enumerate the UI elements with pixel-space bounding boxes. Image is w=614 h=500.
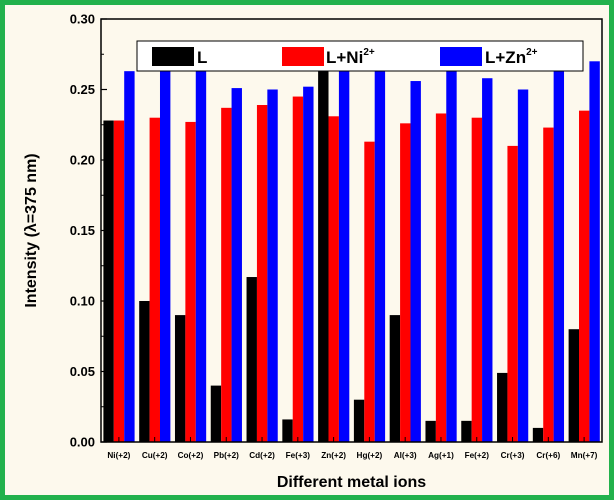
x-tick-label: Al(+3) <box>394 451 417 460</box>
bar-2-2 <box>149 117 160 442</box>
bar-1-8 <box>353 399 365 442</box>
bar-1-4 <box>210 385 222 442</box>
x-tick-label: Ni(+2) <box>107 451 130 460</box>
x-tick-label: Cd(+2) <box>249 451 275 460</box>
x-tick-label: Ag(+1) <box>428 451 454 460</box>
legend-swatch-3 <box>440 47 482 66</box>
bar-2-6 <box>292 96 304 443</box>
legend-box <box>136 40 584 72</box>
bar-2-3 <box>185 121 196 443</box>
x-axis-ticks: Ni(+2) Cu(+2) Co(+2) Pb(+2) Cd(+2) Fe(+3) Zn(+… <box>107 437 598 460</box>
bar-3-6 <box>303 86 314 443</box>
bar-2-14 <box>579 110 590 443</box>
bar-3-5 <box>267 89 278 442</box>
bar-3-11 <box>482 78 493 442</box>
bar-2-11 <box>471 117 483 442</box>
bar-3-13 <box>553 47 565 442</box>
x-tick-label: Cr(+3) <box>501 451 525 460</box>
bar-3-8 <box>374 71 386 443</box>
legend: L L+Ni2+ L+Zn2+ <box>136 40 584 72</box>
bar-3-4 <box>231 88 242 442</box>
bar-1-5 <box>246 277 257 442</box>
x-axis-title: Different metal ions <box>277 474 426 491</box>
legend-label-3: L+Zn2+ <box>485 47 538 67</box>
bars-group <box>103 47 600 443</box>
bar-1-3 <box>174 315 186 442</box>
y-tick-label: 0.30 <box>70 12 95 27</box>
bar-1-14 <box>568 329 580 442</box>
x-tick-label: Pb(+2) <box>214 451 240 460</box>
bar-1-12 <box>497 372 508 442</box>
legend-swatch-2 <box>282 47 324 66</box>
bar-1-13 <box>532 427 544 442</box>
x-tick-label: Mn(+7) <box>571 451 598 460</box>
y-axis-ticks: 0.00 0.05 0.10 0.15 0.20 0.25 0.30 <box>70 12 107 450</box>
bar-3-9 <box>410 81 421 442</box>
y-tick-label: 0.15 <box>70 223 95 238</box>
bar-3-7 <box>338 71 350 443</box>
bar-1-1 <box>103 120 114 443</box>
bar-2-12 <box>507 145 518 442</box>
bar-1-9 <box>389 315 401 442</box>
bar-1-6 <box>282 419 293 442</box>
bar-1-11 <box>461 420 472 442</box>
x-tick-label: Fe(+2) <box>465 451 490 460</box>
y-tick-label: 0.25 <box>70 82 95 97</box>
x-tick-label: Co(+2) <box>178 451 204 460</box>
bar-3-10 <box>446 71 457 443</box>
plot-area-border <box>100 18 603 443</box>
bar-3-12 <box>517 89 529 442</box>
x-tick-label: Zn(+2) <box>321 451 346 460</box>
y-tick-label: 0.20 <box>70 153 95 168</box>
bar-3-14 <box>589 61 600 443</box>
y-tick-label: 0.10 <box>70 294 95 309</box>
bar-1-7 <box>318 71 329 443</box>
x-tick-label: Fe(+3) <box>286 451 311 460</box>
bar-2-5 <box>256 105 268 442</box>
bar-2-10 <box>435 113 447 442</box>
legend-label-2: L+Ni2+ <box>326 47 375 67</box>
legend-label-1: L <box>197 48 207 67</box>
bar-3-1 <box>124 71 135 443</box>
x-tick-label: Cu(+2) <box>142 451 168 460</box>
y-tick-label: 0.05 <box>70 364 95 379</box>
bar-2-1 <box>113 120 125 443</box>
x-tick-label: Hg(+2) <box>357 451 383 460</box>
bar-3-3 <box>195 71 207 443</box>
x-tick-label: Cr(+6) <box>536 451 560 460</box>
legend-swatch-1 <box>152 47 194 66</box>
bar-2-4 <box>221 107 232 442</box>
bar-2-8 <box>364 141 375 443</box>
y-tick-label: 0.00 <box>70 435 95 450</box>
y-axis-title: Intensity (λ=375 nm) <box>23 153 40 307</box>
bar-1-2 <box>139 301 150 442</box>
bar-2-13 <box>543 127 554 442</box>
bar-1-10 <box>425 420 436 442</box>
bar-2-9 <box>400 123 411 442</box>
bar-3-2 <box>159 64 171 443</box>
bar-2-7 <box>328 116 339 442</box>
